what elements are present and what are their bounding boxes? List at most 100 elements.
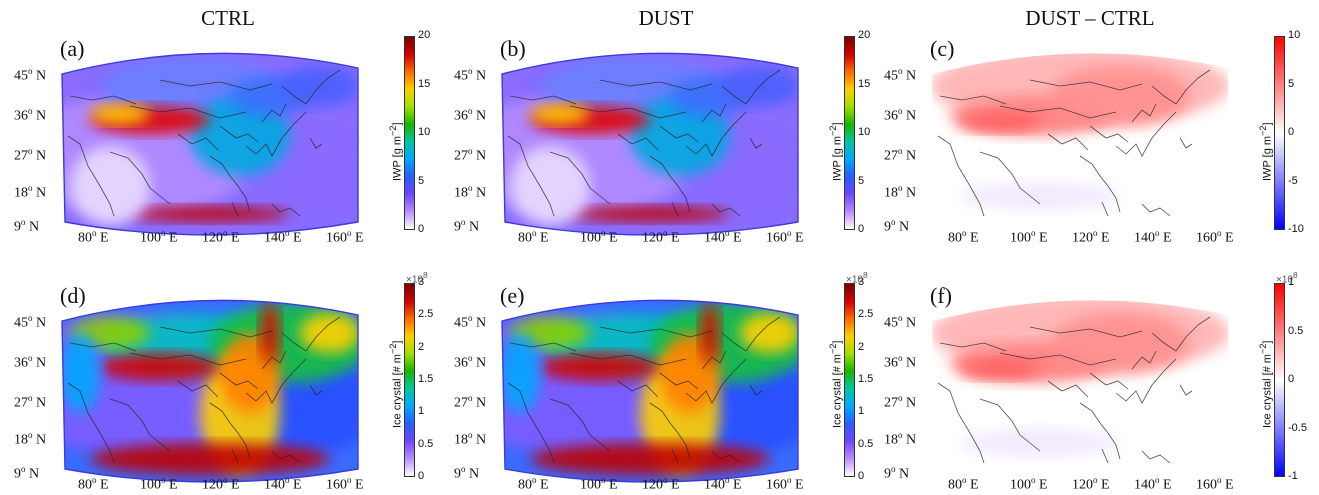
column-title-diff: DUST – CTRL xyxy=(1025,6,1155,30)
panel-label: (e) xyxy=(500,283,525,308)
longitude-label: 160o E xyxy=(766,228,804,246)
colorbar-exponent: ×108 xyxy=(1276,270,1298,286)
colorbar-tick-label: 2.5 xyxy=(858,308,874,321)
colorbar-exponent: ×108 xyxy=(406,270,428,286)
colorbar-tick-label: 0.5 xyxy=(418,437,434,450)
longitude-label: 140o E xyxy=(1134,228,1172,246)
colorbar-tick-label: 2 xyxy=(858,340,865,353)
longitude-label: 140o E xyxy=(704,228,742,246)
map-panel-c: (c) 45o N 36o N 27o N 18o N 9o N 80o E 100o E 12… xyxy=(870,26,1310,248)
longitude-label: 140o E xyxy=(264,475,302,493)
latitude-label: 45o N xyxy=(14,313,47,331)
colorbar xyxy=(1274,36,1285,230)
colorbar-tick-label: 0 xyxy=(418,223,425,235)
column-title-ctrl: CTRL xyxy=(201,6,255,30)
colorbar-tick-label: 20 xyxy=(858,29,871,41)
colorbar-tick-label: 1 xyxy=(858,405,865,418)
latitude-label: 45o N xyxy=(454,313,487,331)
map xyxy=(932,53,1228,235)
longitude-label: 160o E xyxy=(766,475,804,493)
longitude-label: 100o E xyxy=(140,228,178,246)
coastlines xyxy=(67,69,341,217)
domain-outline xyxy=(501,299,799,483)
latitude-label: 36o N xyxy=(14,353,47,371)
longitude-label: 100o E xyxy=(140,475,178,493)
longitude-label: 100o E xyxy=(580,475,618,493)
field-blob xyxy=(960,359,1040,379)
field-blob xyxy=(502,333,540,413)
latitude-label: 45o N xyxy=(884,313,917,331)
colorbar-unit-label: Ice crystal [# m−2] xyxy=(388,340,404,428)
field-blob xyxy=(960,429,1120,457)
colorbar-tick-label: 0.5 xyxy=(1288,324,1304,337)
colorbar-tick-label: -10 xyxy=(1288,223,1304,235)
field-blob xyxy=(1050,313,1190,373)
field-blob xyxy=(70,146,150,226)
latitude-label: 9o N xyxy=(454,217,480,235)
colorbar-tick-label: 5 xyxy=(1288,77,1295,90)
panel-label: (d) xyxy=(60,283,86,308)
latitude-label: 27o N xyxy=(14,393,47,411)
colorbar-tick-label: 3 xyxy=(858,276,865,288)
colorbar-tick-label: 2 xyxy=(418,340,425,353)
colorbar-tick-label: 0 xyxy=(1288,373,1295,385)
longitude-label: 80o E xyxy=(518,228,549,246)
coastlines xyxy=(67,316,341,464)
panel-label: (f) xyxy=(930,283,952,308)
longitude-label: 120o E xyxy=(1072,475,1110,493)
map xyxy=(501,52,799,236)
longitude-label: 80o E xyxy=(948,228,979,246)
map-panel-f: (f) 45o N 36o N 27o N 18o N 9o N 80o E 100o E 12… xyxy=(870,270,1310,495)
colorbar-unit-label: Ice crystal [# m−2] xyxy=(1258,340,1274,428)
latitude-label: 18o N xyxy=(884,183,917,201)
longitude-label: 120o E xyxy=(642,228,680,246)
colorbar-tick-label: 1 xyxy=(1288,276,1295,288)
colorbar-tick-label: 20 xyxy=(418,29,431,41)
field-blob xyxy=(300,313,358,353)
colorbar-tick-label: 1.5 xyxy=(858,373,874,385)
domain-outline xyxy=(61,52,359,236)
field-blob xyxy=(570,206,730,222)
colorbar-tick-label: 15 xyxy=(858,77,871,90)
colorbar xyxy=(404,283,415,477)
latitude-label: 18o N xyxy=(14,430,47,448)
field-blob xyxy=(260,303,280,363)
colorbar-tick-label: 0 xyxy=(1288,126,1295,138)
latitude-label: 27o N xyxy=(454,146,487,164)
latitude-label: 36o N xyxy=(14,106,47,124)
colorbar-tick-label: 0.5 xyxy=(858,437,874,450)
map-field xyxy=(62,300,358,482)
panel-label: (c) xyxy=(930,36,955,61)
field-blob xyxy=(510,146,590,226)
latitude-label: 36o N xyxy=(454,106,487,124)
colorbar-tick-label: 1 xyxy=(418,405,425,418)
colorbar-tick-label: 5 xyxy=(418,174,425,187)
field-blob xyxy=(100,353,220,381)
colorbar-tick-label: -1 xyxy=(1288,470,1298,482)
map-field xyxy=(502,53,798,235)
colorbar xyxy=(844,36,855,230)
longitude-label: 80o E xyxy=(78,228,109,246)
colorbar-tick-label: 0 xyxy=(858,470,865,482)
longitude-label: 140o E xyxy=(264,228,302,246)
map xyxy=(932,300,1228,482)
latitude-label: 18o N xyxy=(454,183,487,201)
colorbar-unit-label: IWP [g m−2] xyxy=(388,122,404,181)
colorbar-unit-label: IWP [g m−2] xyxy=(1258,122,1274,181)
colorbar-unit-label: Ice crystal [# m−2] xyxy=(828,340,844,428)
map-field xyxy=(932,53,1228,235)
field-blob xyxy=(960,112,1040,132)
latitude-label: 9o N xyxy=(884,217,910,235)
colorbar xyxy=(1274,283,1285,477)
field-blob xyxy=(62,333,100,413)
map-field xyxy=(62,53,358,235)
latitude-label: 18o N xyxy=(454,430,487,448)
longitude-label: 80o E xyxy=(948,475,979,493)
latitude-label: 27o N xyxy=(884,393,917,411)
longitude-label: 120o E xyxy=(1072,228,1110,246)
longitude-label: 160o E xyxy=(326,228,364,246)
map-panel-e: (e) 45o N 36o N 27o N 18o N 9o N 80o E 100o E 12… xyxy=(440,270,880,495)
longitude-label: 120o E xyxy=(202,228,240,246)
map-panel-b: (b) 45o N 36o N 27o N 18o N 9o N 80o E 100o E 12… xyxy=(440,26,880,248)
field-blob xyxy=(740,313,798,353)
